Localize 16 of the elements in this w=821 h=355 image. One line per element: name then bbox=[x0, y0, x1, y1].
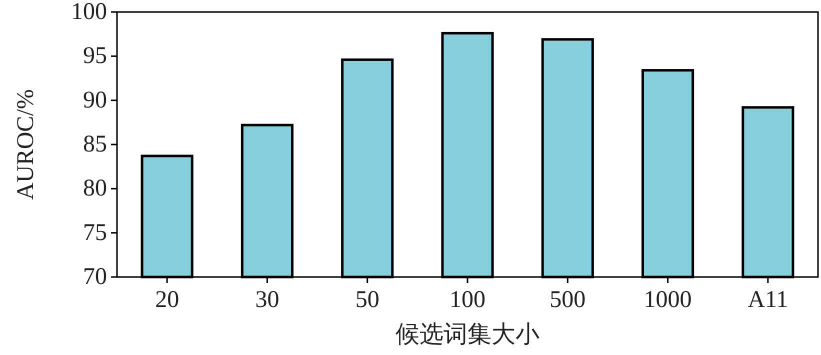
x-tick-label: 500 bbox=[550, 287, 586, 313]
x-axis-title: 候选词集大小 bbox=[396, 322, 540, 348]
y-tick-label: 90 bbox=[83, 87, 107, 114]
x-tick-label: 100 bbox=[450, 287, 486, 313]
x-tick-label: 20 bbox=[155, 287, 180, 313]
y-tick-label: 85 bbox=[83, 132, 107, 158]
x-tick-label: 50 bbox=[355, 287, 380, 313]
x-tick-label: 1000 bbox=[644, 287, 692, 313]
y-tick-label: 95 bbox=[83, 43, 107, 70]
y-tick-label: 100 bbox=[71, 0, 107, 25]
x-tick-label: 30 bbox=[255, 287, 280, 313]
x-tick-label: A11 bbox=[748, 287, 788, 313]
y-tick-label: 75 bbox=[83, 220, 107, 246]
y-tick-label: 70 bbox=[83, 264, 107, 290]
y-tick-label: 80 bbox=[83, 176, 107, 202]
y-axis-title: AUROC/% bbox=[13, 89, 39, 200]
